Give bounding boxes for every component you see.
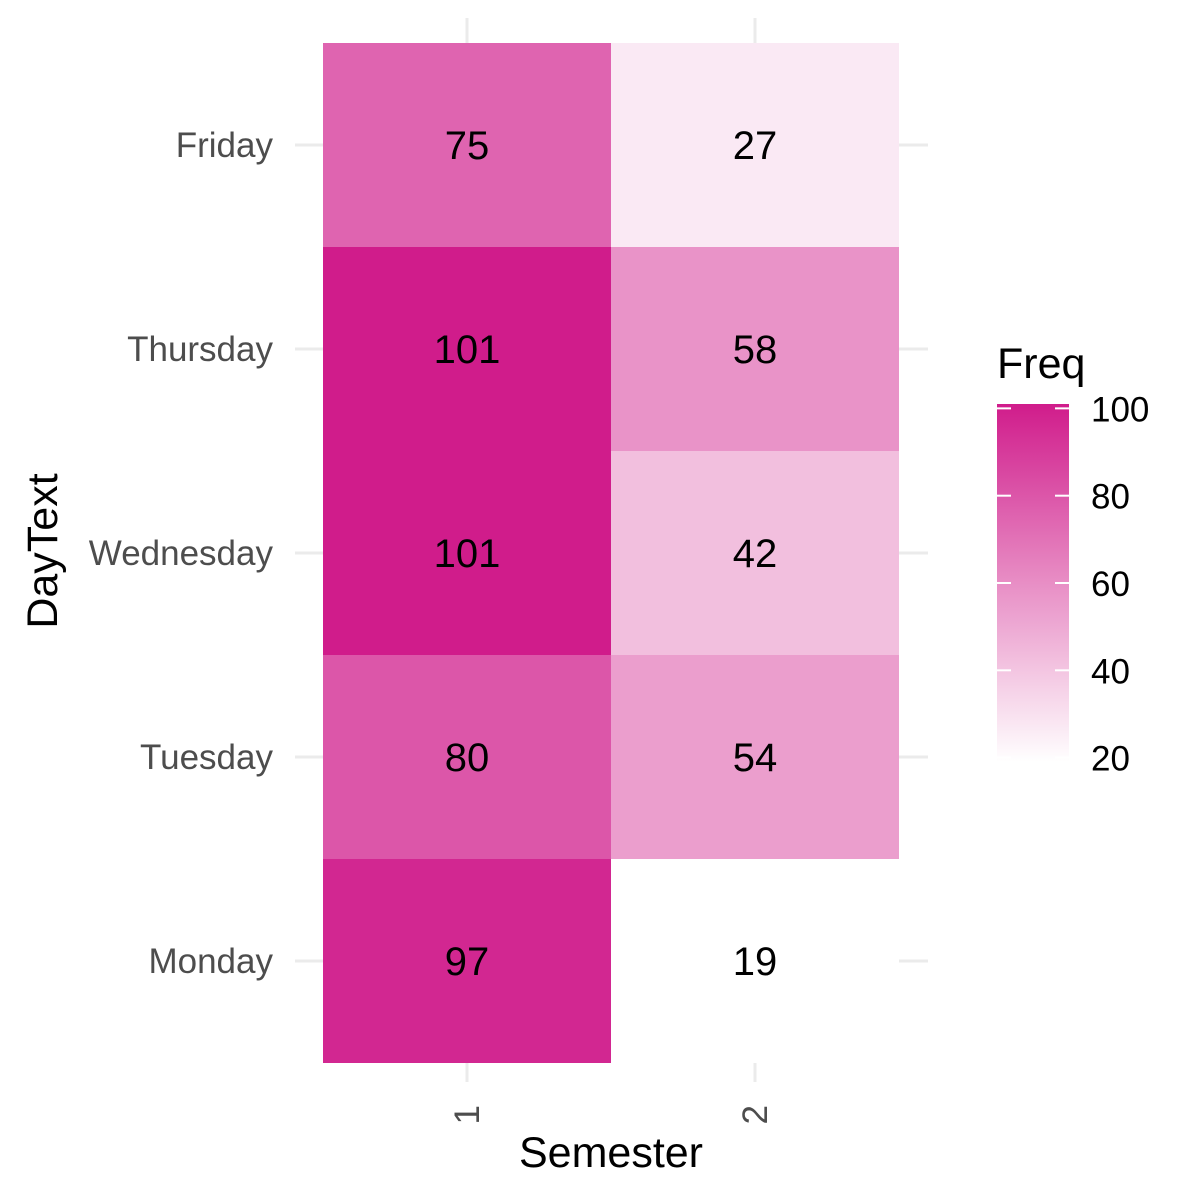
cell-value-labels: 75 101 101 80 97 27 58 42 54 19 [434,124,778,984]
cell-value-wednesday-semester-1: 101 [434,532,501,576]
x-tick-2: 2 [736,1105,775,1124]
y-tick-monday: Monday [148,942,273,981]
cell-friday-semester-2 [611,43,899,247]
heatmap-cells [323,43,899,1063]
cell-value-tuesday-semester-2: 54 [733,736,778,780]
cell-friday-semester-1 [323,43,611,247]
y-axis-tick-labels: Monday Tuesday Wednesday Thursday Friday [89,126,274,981]
cell-monday-semester-2 [611,859,899,1063]
cell-value-wednesday-semester-2: 42 [733,532,778,576]
cell-value-thursday-semester-2: 58 [733,328,778,372]
cell-wednesday-semester-1 [323,451,611,655]
x-axis-title: Semester [519,1129,703,1177]
legend-tick-label-60: 60 [1091,565,1130,604]
legend-title: Freq [997,340,1085,388]
cell-value-tuesday-semester-1: 80 [445,736,490,780]
x-tick-1: 1 [448,1105,487,1124]
cell-value-monday-semester-2: 19 [733,940,778,984]
legend-ticks: 20 40 60 80 100 [997,390,1149,779]
cell-tuesday-semester-1 [323,655,611,859]
cell-value-friday-semester-2: 27 [733,124,778,168]
legend-tick-label-80: 80 [1091,478,1130,517]
cell-wednesday-semester-2 [611,451,899,655]
cell-monday-semester-1 [323,859,611,1063]
y-tick-wednesday: Wednesday [89,534,274,573]
cell-tuesday-semester-2 [611,655,899,859]
cell-value-friday-semester-1: 75 [445,124,490,168]
cell-value-thursday-semester-1: 101 [434,328,501,372]
cell-thursday-semester-2 [611,247,899,451]
color-legend: Freq 20 40 60 80 100 [997,340,1149,779]
cell-thursday-semester-1 [323,247,611,451]
legend-tick-label-40: 40 [1091,652,1130,691]
legend-tick-label-100: 100 [1091,390,1149,429]
y-tick-friday: Friday [176,126,274,165]
legend-tick-label-20: 20 [1091,740,1130,779]
y-tick-thursday: Thursday [127,330,273,369]
y-tick-tuesday: Tuesday [140,738,273,777]
y-axis-title: DayText [19,473,67,628]
cell-value-monday-semester-1: 97 [445,940,490,984]
